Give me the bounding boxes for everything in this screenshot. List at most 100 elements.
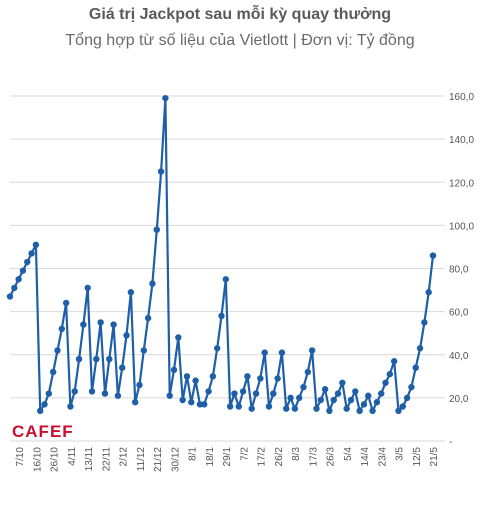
data-point [162, 94, 169, 102]
x-tick-label: 4/11 [67, 447, 78, 466]
data-point [153, 226, 160, 233]
data-point [24, 258, 31, 266]
chart-title: Giá trị Jackpot sau mỗi kỳ quay thưởng [88, 6, 392, 23]
x-tick-label: 14/4 [360, 447, 371, 467]
x-tick-label: 26/2 [274, 447, 285, 467]
x-tick-label: 22/11 [101, 447, 112, 472]
x-tick-label: 7/10 [15, 447, 26, 467]
data-point [291, 405, 299, 412]
x-tick-label: 8/1 [188, 447, 199, 461]
data-point [71, 388, 78, 395]
data-point [37, 407, 44, 415]
data-point [278, 349, 286, 356]
data-point [330, 396, 337, 404]
data-point [6, 293, 14, 300]
data-point [192, 377, 199, 384]
data-point [84, 284, 91, 292]
data-point [213, 345, 221, 352]
data-point [149, 280, 156, 287]
data-point [317, 396, 324, 404]
y-tick-label: 80,0 [449, 265, 469, 276]
x-tick-label: 8/3 [291, 447, 302, 461]
data-point [75, 355, 83, 363]
data-point [425, 289, 432, 296]
data-point [386, 370, 394, 378]
data-point [270, 390, 277, 397]
data-point [175, 334, 182, 341]
data-point [209, 373, 217, 380]
data-point [127, 289, 135, 296]
data-point [45, 390, 53, 397]
y-tick-label: - [449, 437, 452, 448]
x-tick-label: 3/5 [395, 447, 406, 461]
data-point [287, 394, 294, 402]
data-point [395, 407, 402, 415]
data-point [257, 375, 264, 382]
data-point [110, 321, 117, 328]
x-tick-label: 16/10 [32, 447, 43, 472]
y-tick-label: 20,0 [449, 394, 469, 405]
data-point [313, 405, 320, 412]
data-point [80, 321, 87, 328]
data-point [326, 407, 333, 415]
series-line [9, 97, 435, 412]
data-point [62, 299, 70, 307]
data-point [261, 349, 268, 356]
data-point [231, 390, 238, 397]
x-tick-label: 18/1 [205, 447, 216, 467]
data-point [356, 407, 363, 415]
chart-subtitle: Tổng hợp từ số liệu của Vietlott | Đơn v… [65, 32, 415, 49]
data-point [248, 405, 255, 412]
data-point [114, 392, 122, 399]
data-point [205, 388, 212, 395]
data-point [416, 345, 424, 352]
data-point [140, 347, 148, 354]
data-point [136, 381, 143, 389]
data-point [41, 401, 48, 408]
data-point [265, 403, 273, 410]
data-point [54, 347, 61, 354]
x-tick-label: 26/10 [50, 447, 61, 472]
x-tick-label: 30/12 [170, 447, 181, 472]
x-tick-label: 5/4 [343, 447, 354, 461]
data-point [67, 403, 74, 410]
data-point [101, 390, 109, 397]
y-tick-label: 140,0 [449, 135, 474, 146]
data-point [179, 396, 186, 404]
data-point [11, 284, 18, 292]
x-tick-label: 2/12 [119, 447, 130, 467]
data-point [15, 276, 22, 283]
data-point [360, 401, 368, 408]
data-point [218, 312, 225, 320]
data-point [201, 401, 208, 408]
y-tick-label: 40,0 [449, 351, 469, 362]
data-point [19, 267, 27, 274]
data-point [343, 405, 350, 412]
cafef-logo: CAFEF [12, 422, 74, 441]
data-point [244, 373, 251, 380]
data-point [365, 392, 372, 399]
data-point [252, 390, 260, 397]
data-point [222, 276, 230, 283]
data-point [166, 392, 173, 399]
y-tick-label: 100,0 [449, 221, 474, 232]
data-point [373, 398, 381, 406]
data-point [352, 388, 359, 395]
data-point [421, 319, 428, 326]
data-point [308, 347, 316, 354]
data-point [144, 314, 152, 322]
data-point [300, 383, 307, 391]
data-point [403, 394, 411, 402]
data-point [347, 396, 355, 404]
data-point [123, 332, 130, 339]
data-point [235, 403, 242, 410]
data-point [32, 241, 40, 248]
data-point [321, 386, 329, 393]
data-point [295, 394, 303, 402]
y-tick-label: 160,0 [449, 92, 474, 103]
data-point [274, 375, 281, 382]
x-tick-label: 21/5 [429, 447, 440, 467]
data-point [412, 364, 419, 371]
data-point [390, 358, 398, 365]
